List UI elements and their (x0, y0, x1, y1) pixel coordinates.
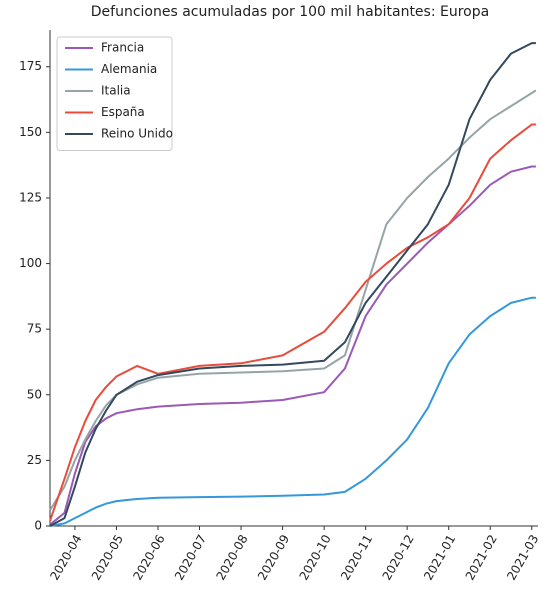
x-tick-label: 2021-02 (463, 532, 500, 582)
y-tick-label: 150 (19, 125, 42, 139)
x-tick-label: 2020-05 (89, 532, 126, 582)
legend-label: Reino Unido (101, 127, 173, 141)
y-tick-label: 0 (34, 519, 42, 533)
legend-label: Alemania (101, 62, 157, 76)
chart-title: Defunciones acumuladas por 100 mil habit… (91, 4, 489, 20)
y-tick-label: 25 (27, 453, 42, 467)
y-tick-label: 75 (27, 322, 42, 336)
x-tick-label: 2020-07 (172, 532, 209, 582)
x-tick-label: 2021-03 (504, 532, 541, 582)
legend-label: Italia (101, 84, 131, 98)
x-tick-label: 2020-09 (255, 532, 292, 582)
x-tick-label: 2020-08 (213, 532, 250, 582)
y-tick-label: 100 (19, 256, 42, 270)
x-tick-label: 2020-04 (47, 532, 84, 582)
line-series (49, 42, 536, 527)
line-series (49, 123, 536, 522)
x-tick-label: 2021-01 (421, 532, 458, 582)
legend-box (56, 36, 173, 151)
y-tick-label: 125 (19, 190, 42, 204)
line-series (49, 89, 537, 511)
line-series (49, 296, 536, 527)
legend-label: Francia (101, 41, 144, 55)
x-tick-label: 2020-12 (380, 532, 417, 582)
y-tick-label: 175 (19, 59, 42, 73)
legend-label: España (101, 105, 145, 119)
x-tick-label: 2020-10 (297, 532, 334, 582)
x-tick-label: 2020-06 (130, 532, 167, 582)
line-series (49, 165, 536, 526)
x-tick-label: 2020-11 (338, 532, 375, 582)
y-tick-label: 50 (27, 387, 42, 401)
